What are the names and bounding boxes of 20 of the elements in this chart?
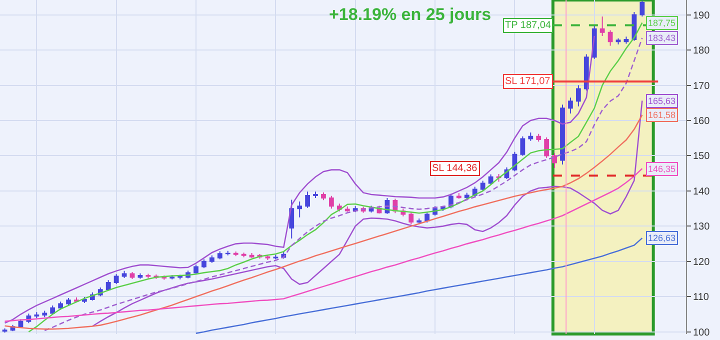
data-label: 161,58 [648, 110, 676, 120]
ref-line-label: SL 144,36 [432, 163, 478, 174]
data-label: 183,43 [648, 33, 676, 43]
y-tick-label: 170 [693, 80, 710, 92]
y-tick-label: 160 [693, 116, 710, 127]
data-label: 146,35 [648, 164, 676, 174]
data-label: 187,75 [648, 18, 676, 28]
y-tick-label: 150 [693, 151, 710, 162]
ref-line-label: TP 187,04 [505, 20, 552, 31]
ref-line-label: SL 171,07 [505, 76, 551, 87]
data-label: 126,63 [648, 233, 676, 243]
y-tick-label: 110 [693, 292, 710, 304]
y-tick-label: 190 [693, 10, 710, 22]
y-tick-label: 140 [693, 186, 710, 198]
y-tick-label: 180 [693, 46, 710, 57]
annotation: +18.19% en 25 jours [329, 5, 492, 24]
y-tick-label: 120 [693, 256, 710, 268]
y-tick-label: 100 [693, 327, 710, 338]
data-label: 165,63 [648, 96, 676, 106]
y-tick-label: 130 [693, 222, 710, 233]
